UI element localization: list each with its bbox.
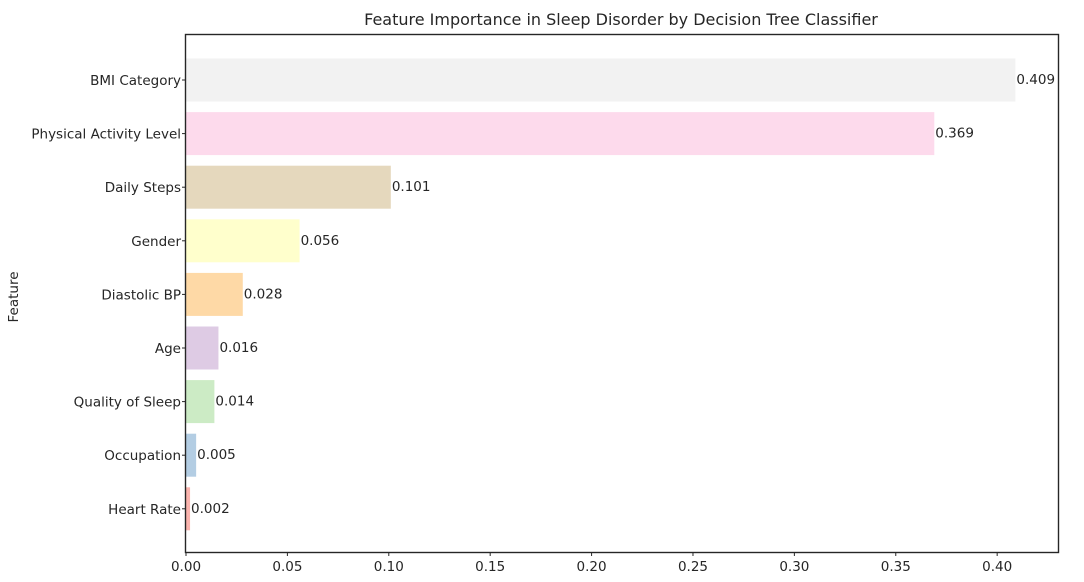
value-label-daily-steps: 0.101 <box>392 179 431 195</box>
y-tick-labels: BMI Category Physical Activity Level Daily… <box>31 73 186 518</box>
bar-physical-activity-level <box>186 112 935 156</box>
value-label-diastolic-bp: 0.028 <box>244 286 283 302</box>
bar-age <box>186 326 219 370</box>
y-axis-label: Feature <box>6 271 22 322</box>
bar-quality-of-sleep <box>186 380 215 424</box>
x-tick-label: 0.40 <box>982 559 1012 575</box>
bar-heart-rate <box>186 487 191 531</box>
bar-diastolic-bp <box>186 272 243 316</box>
value-label-heart-rate: 0.002 <box>191 501 230 517</box>
x-tick-label: 0.05 <box>272 559 302 575</box>
y-tick-label-bmi-category: BMI Category <box>90 73 181 89</box>
value-label-physical-activity-level: 0.369 <box>935 126 974 142</box>
y-tick-label-heart-rate: Heart Rate <box>108 502 181 518</box>
value-label-bmi-category: 0.409 <box>1016 72 1055 88</box>
bar-gender <box>186 219 300 263</box>
bar-bmi-category <box>186 58 1016 102</box>
plot-frame <box>184 33 1060 554</box>
y-tick-label-physical-activity-level: Physical Activity Level <box>31 127 181 143</box>
x-tick-labels: 0.00 0.05 0.10 0.15 0.20 0.25 0.30 0.35 0.40 <box>171 552 1012 575</box>
value-label-age: 0.016 <box>219 340 258 356</box>
bars-layer <box>186 58 1016 531</box>
x-tick-label: 0.35 <box>881 559 911 575</box>
y-tick-label-diastolic-bp: Diastolic BP <box>101 287 181 303</box>
value-label-occupation: 0.005 <box>197 447 236 463</box>
value-label-gender: 0.056 <box>301 233 340 249</box>
y-tick-label-quality-of-sleep: Quality of Sleep <box>74 395 181 411</box>
chart-title: Feature Importance in Sleep Disorder by … <box>364 10 878 29</box>
x-tick-label: 0.30 <box>779 559 809 575</box>
x-tick-label: 0.20 <box>577 559 607 575</box>
bar-daily-steps <box>186 165 391 209</box>
y-tick-label-occupation: Occupation <box>104 448 181 464</box>
x-tick-label: 0.10 <box>374 559 404 575</box>
x-tick-label: 0.00 <box>171 559 201 575</box>
y-tick-label-gender: Gender <box>131 234 181 250</box>
value-label-quality-of-sleep: 0.014 <box>215 394 254 410</box>
y-tick-label-age: Age <box>155 341 181 357</box>
bar-occupation <box>186 433 197 477</box>
x-tick-label: 0.15 <box>475 559 505 575</box>
value-labels: 0.409 0.369 0.101 0.056 0.028 0.016 0.014 0.005… <box>191 72 1055 517</box>
x-tick-label: 0.25 <box>678 559 708 575</box>
y-tick-label-daily-steps: Daily Steps <box>105 180 181 196</box>
